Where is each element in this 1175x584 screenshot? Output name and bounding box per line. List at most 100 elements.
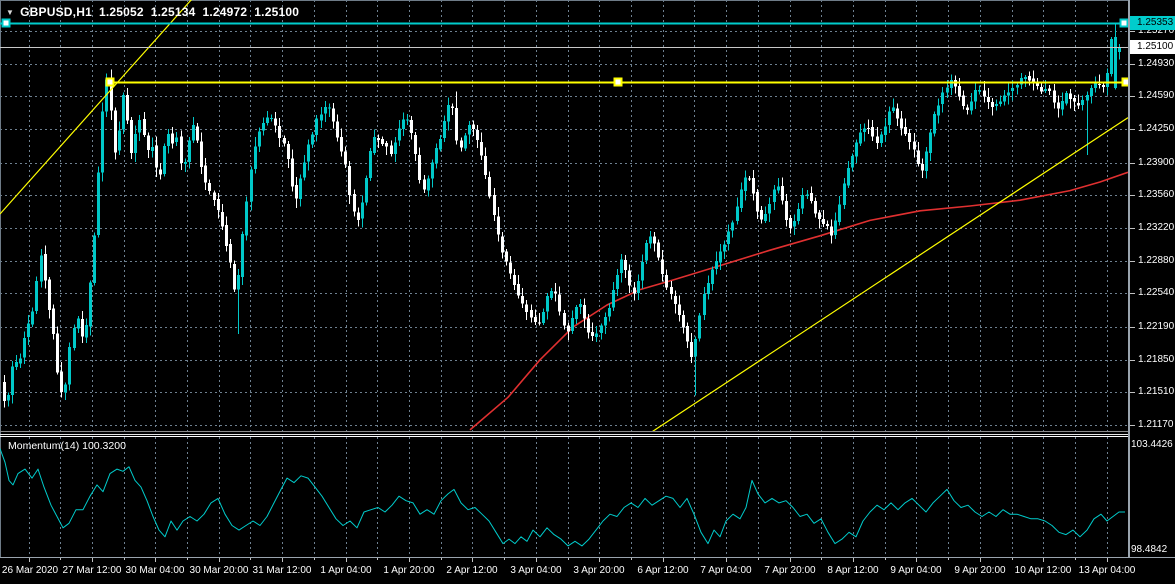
momentum-line[interactable]: [0, 448, 1125, 547]
candle-body: [204, 165, 207, 183]
candle-body: [171, 133, 174, 144]
time-axis[interactable]: 26 Mar 2020 27 Mar 12:00 30 Mar 04:00 30 Ma…: [0, 557, 1175, 584]
candle-body: [15, 362, 18, 367]
ascending-trendline-long[interactable]: [630, 117, 1128, 431]
candle-body: [64, 384, 67, 393]
candle-body: [727, 231, 730, 245]
price-tick-label: 1.22540: [1138, 287, 1175, 298]
time-label: 7 Apr 04:00: [700, 565, 752, 576]
momentum-scale-max: 103.4426: [1131, 439, 1173, 450]
candle-body: [612, 290, 615, 308]
candle-body: [114, 110, 117, 153]
trendline-handle[interactable]: [1121, 77, 1129, 87]
time-tick: [1043, 558, 1044, 562]
candle-body: [641, 262, 644, 281]
price-tick-label: 1.22880: [1138, 255, 1175, 266]
candle-body: [1065, 93, 1068, 104]
candle-body: [1048, 88, 1051, 91]
candle-body: [418, 155, 421, 180]
candle-body: [834, 220, 837, 236]
horizontal-line-handle[interactable]: [1, 18, 11, 28]
bid-price-tag: 1.25100: [1130, 40, 1175, 54]
candle-body: [859, 132, 862, 144]
time-tick: [29, 558, 30, 562]
candle-body: [97, 172, 100, 235]
candle-body: [213, 192, 216, 200]
time-tick: [409, 558, 410, 562]
candle-body: [703, 294, 706, 315]
candle-body: [451, 106, 454, 108]
candle-body: [291, 158, 294, 187]
candle-body: [744, 177, 747, 192]
candle-body: [1094, 83, 1097, 88]
candle-body: [674, 296, 677, 304]
momentum-indicator-canvas[interactable]: [0, 437, 1128, 557]
candle-body: [550, 291, 553, 298]
title-high: 1.25134: [150, 5, 196, 19]
candle-body: [752, 178, 755, 194]
candle-body: [23, 337, 26, 358]
candle-body: [336, 121, 339, 138]
moving-average-line[interactable]: [469, 171, 1128, 431]
candle-body: [950, 80, 953, 88]
candle-body: [167, 133, 170, 147]
candle-body: [311, 134, 314, 145]
candle-body: [867, 127, 870, 129]
candle-body: [241, 233, 244, 277]
price-chart-canvas[interactable]: [0, 0, 1128, 431]
candle-body: [180, 136, 183, 164]
trendline-handle[interactable]: [105, 77, 115, 87]
candle-body: [525, 304, 528, 312]
time-tick: [916, 558, 917, 562]
candle-body: [443, 121, 446, 139]
candle-body: [192, 125, 195, 141]
price-tick: [1130, 228, 1135, 229]
candle-body: [698, 315, 701, 339]
price-axis[interactable]: 1.25353 1.25100 1.25270 1.24930 1.24590 1.2…: [1130, 0, 1175, 557]
candle-body: [937, 105, 940, 116]
candle-body: [884, 126, 887, 136]
price-tick-label: 1.24590: [1138, 90, 1175, 101]
candle-body: [711, 269, 714, 285]
price-tick: [1130, 327, 1135, 328]
collapse-arrow-icon[interactable]: ▼: [6, 8, 15, 17]
candle-body: [299, 178, 302, 199]
candle-body: [151, 147, 154, 151]
candle-body: [974, 89, 977, 102]
candle-body: [233, 263, 236, 290]
candle-body: [904, 126, 907, 134]
candle-body: [797, 208, 800, 222]
time-tick: [758, 558, 759, 560]
candle-body: [810, 192, 813, 201]
price-tick: [1130, 261, 1135, 262]
horizontal-line-handle[interactable]: [1119, 18, 1128, 28]
price-tick-label: 1.21510: [1138, 386, 1175, 397]
time-tick: [599, 558, 600, 562]
candle-body: [27, 323, 30, 338]
price-tick-label: 1.21170: [1138, 419, 1174, 430]
candle-body: [785, 201, 788, 220]
price-tick-label: 1.24250: [1138, 123, 1175, 134]
candle-body: [509, 262, 512, 274]
candle-body: [245, 201, 248, 236]
candle-body: [933, 114, 936, 134]
candle-body: [390, 145, 393, 154]
time-tick: [1012, 558, 1013, 560]
candle-body: [414, 135, 417, 155]
candle-body: [941, 92, 944, 104]
ascending-trendline-left[interactable]: [0, 0, 196, 215]
candle-body: [863, 128, 866, 132]
trendline-handle[interactable]: [613, 77, 623, 87]
candle-body: [118, 130, 121, 151]
candle-body: [266, 117, 269, 124]
candle-body: [217, 198, 220, 210]
candle-body: [917, 150, 920, 165]
candle-body: [303, 162, 306, 178]
momentum-value: 100.3200: [82, 440, 126, 452]
pane-separator[interactable]: [0, 431, 1175, 432]
candle-body: [250, 169, 253, 202]
candle-body: [768, 204, 771, 214]
candle-body: [221, 212, 224, 227]
candle-body: [913, 141, 916, 150]
